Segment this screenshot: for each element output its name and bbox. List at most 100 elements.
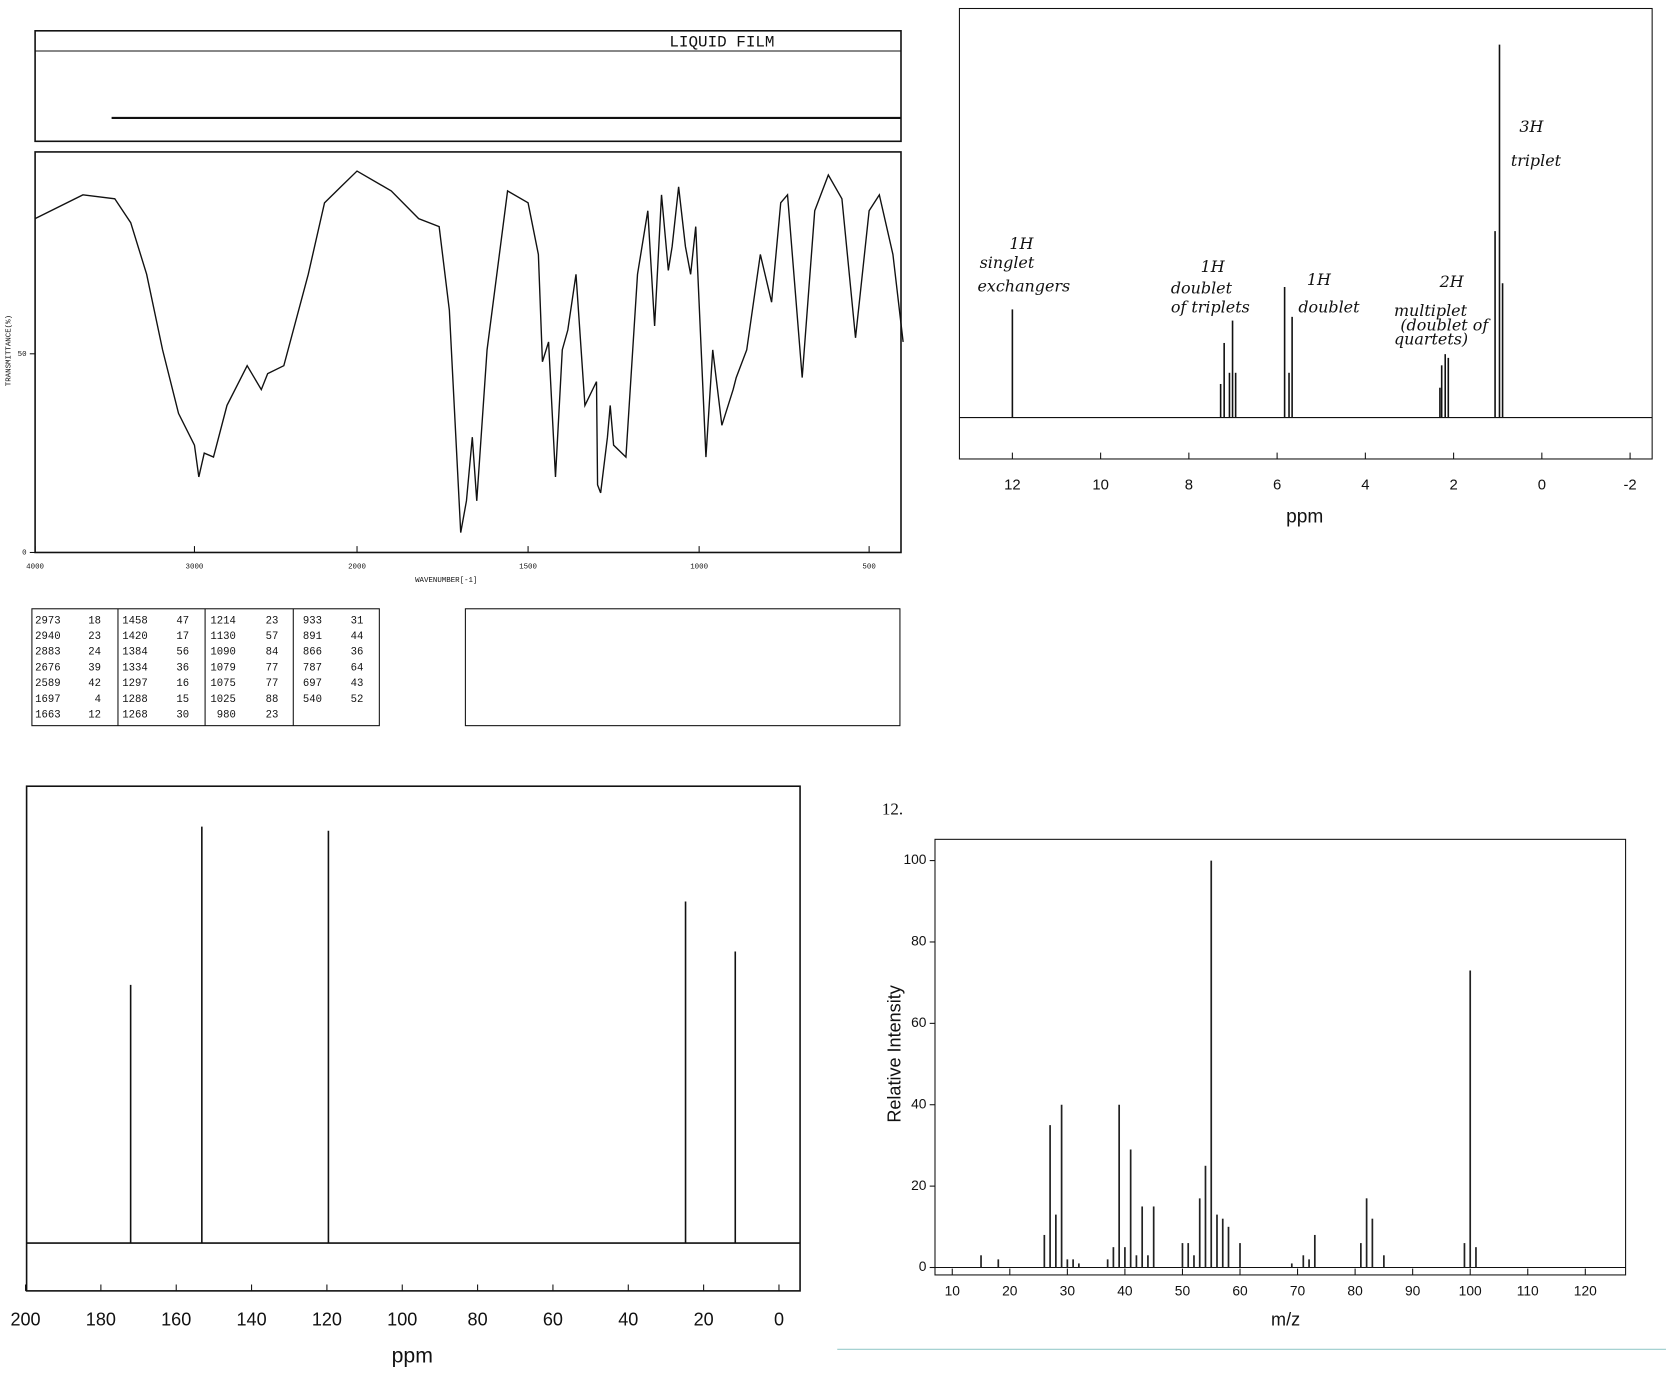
x-tick-label: 180 (86, 1309, 116, 1329)
peak-wavenumber: 1458 (122, 615, 147, 627)
x-tick-label: 50 (1175, 1283, 1191, 1299)
y-tick-label: 80 (911, 933, 927, 949)
annotation: 2H (1439, 272, 1465, 291)
x-tick-label: 4000 (26, 563, 44, 571)
peak-wavenumber: 1025 (210, 694, 235, 706)
peak-intensity: 77 (266, 662, 279, 674)
peak-wavenumber: 866 (303, 647, 322, 659)
annotation: of triplets (1171, 298, 1250, 317)
peak-intensity: 23 (266, 710, 279, 722)
peak-wavenumber: 2973 (35, 615, 60, 627)
x-tick-label: 60 (543, 1309, 563, 1329)
x-tick-label: 120 (312, 1309, 342, 1329)
peak-wavenumber: 2676 (35, 662, 60, 674)
peak-wavenumber: 540 (303, 694, 322, 706)
peak-wavenumber: 1268 (122, 710, 147, 722)
peak-intensity: 12 (88, 710, 101, 722)
peak-intensity: 23 (266, 615, 279, 627)
x-tick-label: 110 (1517, 1283, 1539, 1299)
cnmr-frame (25, 785, 801, 1292)
x-tick-label: 10 (945, 1283, 961, 1299)
annotation: 1H (1307, 270, 1332, 289)
x-tick-label: 40 (1117, 1283, 1133, 1299)
peak-intensity: 31 (351, 615, 364, 627)
x-tick-label: -2 (1623, 477, 1636, 493)
peak-intensity: 4 (95, 694, 101, 706)
ir-title: LIQUID FILM (669, 34, 774, 52)
x-tick-label: 100 (1459, 1283, 1482, 1299)
peak-wavenumber: 1079 (210, 662, 235, 674)
x-tick-label: 2 (1449, 477, 1457, 493)
peak-intensity: 88 (266, 694, 279, 706)
x-tick-label: 30 (1060, 1283, 1076, 1299)
peak-intensity: 15 (176, 694, 189, 706)
peak-wavenumber: 933 (303, 615, 322, 627)
peak-wavenumber: 2589 (35, 678, 60, 690)
peak-intensity: 44 (351, 631, 364, 643)
x-tick-label: 160 (161, 1309, 191, 1329)
peak-intensity: 18 (88, 615, 101, 627)
annotation: singlet (980, 253, 1035, 272)
ir-y-label: TRANSMITTANCE(%) (6, 315, 14, 386)
peak-intensity: 77 (266, 678, 279, 690)
peak-wavenumber: 1384 (122, 647, 147, 659)
peak-wavenumber: 1214 (210, 615, 235, 627)
peak-wavenumber: 1334 (122, 662, 147, 674)
x-tick-label: 100 (387, 1309, 417, 1329)
y-tick-label: 50 (18, 351, 27, 359)
peak-wavenumber: 2940 (35, 631, 60, 643)
x-tick-label: 60 (1232, 1283, 1248, 1299)
peak-intensity: 56 (176, 647, 189, 659)
ms-frame (934, 838, 1627, 1276)
peak-intensity: 43 (351, 678, 364, 690)
peak-intensity: 17 (176, 631, 189, 643)
peak-wavenumber: 787 (303, 662, 322, 674)
y-tick-label: 40 (911, 1095, 927, 1111)
y-tick-label: 100 (903, 851, 926, 867)
x-tick-label: 4 (1361, 477, 1369, 493)
peak-wavenumber: 1297 (122, 678, 147, 690)
x-tick-label: 6 (1273, 477, 1281, 493)
peak-intensity: 84 (266, 647, 279, 659)
x-tick-label: 12 (1004, 477, 1021, 493)
x-tick-label: 80 (1347, 1283, 1363, 1299)
peak-wavenumber: 1075 (210, 678, 235, 690)
ir-header-box (34, 30, 902, 143)
x-tick-label: 120 (1574, 1283, 1597, 1299)
peak-intensity: 24 (88, 647, 101, 659)
x-tick-label: 1000 (690, 563, 708, 571)
ms-x-label: m/z (1271, 1309, 1300, 1329)
ms-title: 12. (882, 800, 903, 819)
ms-y-label: Relative Intensity (884, 985, 904, 1122)
hnmr-x-label: ppm (1286, 506, 1323, 527)
peak-intensity: 57 (266, 631, 279, 643)
cnmr-x-label: ppm (392, 1343, 433, 1367)
peak-intensity: 52 (351, 694, 364, 706)
x-tick-label: 140 (237, 1309, 267, 1329)
annotation: 3H (1519, 117, 1544, 136)
annotation: doublet (1171, 278, 1233, 297)
x-tick-label: 40 (618, 1309, 638, 1329)
peak-intensity: 36 (176, 662, 189, 674)
peak-intensity: 16 (176, 678, 189, 690)
peak-intensity: 30 (176, 710, 189, 722)
peak-wavenumber: 1420 (122, 631, 147, 643)
x-tick-label: 90 (1405, 1283, 1421, 1299)
peak-wavenumber: 891 (303, 631, 322, 643)
x-tick-label: 20 (1002, 1283, 1018, 1299)
peak-intensity: 23 (88, 631, 101, 643)
peak-intensity: 42 (88, 678, 101, 690)
peak-wavenumber: 1130 (210, 631, 235, 643)
y-tick-label: 0 (22, 549, 26, 557)
y-tick-label: 0 (919, 1258, 927, 1274)
annotation: quartets) (1394, 329, 1468, 348)
ir-plot-frame (34, 151, 902, 554)
x-tick-label: 1500 (519, 563, 537, 571)
annotation: triplet (1511, 151, 1562, 170)
annotation: doublet (1298, 298, 1360, 317)
x-tick-label: 20 (694, 1309, 714, 1329)
x-tick-label: 0 (1538, 477, 1546, 493)
y-tick-label: 20 (911, 1177, 927, 1193)
annotation: (doublet of (1400, 316, 1491, 335)
spectrum-line (34, 170, 904, 533)
